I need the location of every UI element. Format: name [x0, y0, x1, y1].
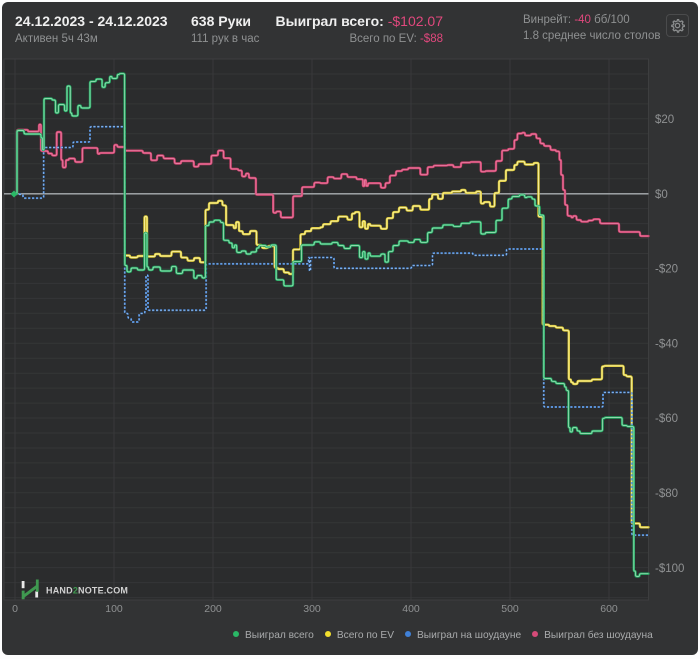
- svg-text:300: 300: [303, 603, 321, 615]
- svg-text:HAND2NOTE.COM: HAND2NOTE.COM: [46, 586, 128, 596]
- svg-text:-$100: -$100: [655, 563, 684, 575]
- svg-text:-$40: -$40: [655, 338, 678, 350]
- svg-text:$0: $0: [655, 189, 668, 201]
- svg-text:600: 600: [600, 603, 618, 615]
- svg-text:-$60: -$60: [655, 413, 678, 425]
- svg-text:100: 100: [105, 603, 123, 615]
- svg-text:500: 500: [501, 603, 519, 615]
- svg-text:400: 400: [402, 603, 420, 615]
- svg-text:0: 0: [12, 603, 18, 615]
- svg-text:-$20: -$20: [655, 264, 678, 276]
- svg-text:200: 200: [204, 603, 222, 615]
- svg-text:$20: $20: [655, 114, 674, 126]
- svg-text:-$80: -$80: [655, 488, 678, 500]
